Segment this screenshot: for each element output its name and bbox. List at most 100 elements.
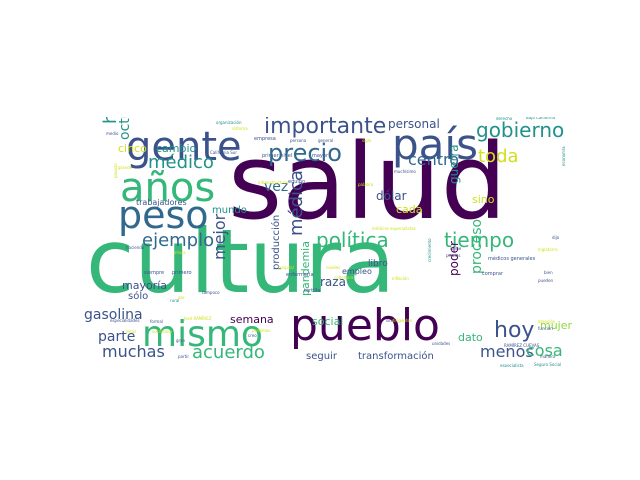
- cloud-word: cinco: [118, 142, 147, 155]
- cloud-word: precio: [268, 139, 342, 167]
- cloud-word: seguir: [306, 351, 337, 362]
- cloud-word: hospital: [278, 265, 294, 270]
- cloud-word: especialidades: [110, 318, 140, 323]
- cloud-word: octubre: [117, 117, 133, 140]
- cloud-word: producción: [271, 214, 282, 270]
- cloud-word: inflación: [392, 276, 409, 281]
- cloud-word: transformación: [358, 351, 434, 362]
- cloud-word: enfermería: [286, 272, 314, 278]
- cloud-word: precios: [446, 253, 461, 258]
- cloud-word: muchísimo: [394, 169, 416, 174]
- cloud-word: José RAMÍREZ: [184, 316, 212, 321]
- cloud-word: ahora: [174, 250, 186, 255]
- cloud-word: acuerdo: [192, 342, 265, 363]
- cloud-word: mismo: [142, 314, 263, 355]
- cloud-word: cambio: [156, 142, 197, 155]
- cloud-word: Inglaterra: [538, 247, 558, 252]
- cloud-word: manera: [540, 354, 556, 359]
- cloud-word: empresa: [254, 136, 276, 142]
- cloud-word: unidades: [432, 341, 451, 346]
- cloud-word: infraestructura: [258, 180, 288, 185]
- cloud-word: Seguro Social: [534, 362, 562, 367]
- cloud-word: siempre: [144, 270, 165, 276]
- cloud-word: médicos especialistas: [372, 226, 416, 231]
- cloud-word: sólo: [128, 291, 149, 302]
- cloud-word: libro: [368, 259, 388, 269]
- cloud-word: jesús: [126, 329, 137, 334]
- cloud-word: formal: [150, 319, 163, 324]
- cloud-word: semana: [230, 313, 274, 326]
- cloud-word: creo: [248, 333, 257, 338]
- cloud-word: podemos: [252, 328, 271, 333]
- cloud-word: proceso: [469, 218, 485, 274]
- cloud-word: función: [538, 326, 553, 331]
- cloud-word: especialista: [500, 363, 524, 368]
- cloud-word: gran: [176, 338, 186, 343]
- cloud-word: cosa: [526, 341, 563, 360]
- cloud-word: mejor: [210, 213, 229, 260]
- cloud-word: sido: [386, 318, 395, 323]
- cloud-word: atención: [538, 319, 556, 324]
- cloud-word: gobierno: [476, 118, 565, 142]
- cloud-word: Baja California: [526, 117, 556, 120]
- cloud-word: años: [120, 165, 216, 211]
- cloud-word: médico: [148, 152, 214, 173]
- cloud-word: tiempo: [444, 228, 515, 252]
- cloud-word: cultura: [86, 210, 395, 313]
- cloud-word: pueden: [538, 278, 554, 283]
- cloud-word: partir: [178, 354, 189, 359]
- cloud-word: haciendo: [126, 245, 145, 250]
- cloud-word: mundo: [212, 205, 247, 216]
- cloud-word: dar: [178, 295, 185, 300]
- cloud-word: carne: [450, 246, 462, 251]
- cloud-word: política: [316, 228, 389, 252]
- cloud-word: país: [392, 120, 478, 169]
- cloud-word: gente: [126, 124, 242, 170]
- cloud-word: grande: [118, 165, 133, 170]
- cloud-word: medio: [106, 131, 119, 136]
- cloud-word: tortilla: [304, 288, 321, 294]
- cloud-word: muchas: [102, 342, 165, 361]
- cloud-word: gasolina: [84, 307, 143, 323]
- cloud-word: cada: [396, 203, 423, 216]
- cloud-word: vez: [264, 179, 289, 195]
- cloud-word: dato: [458, 331, 483, 344]
- cloud-word: peso: [118, 193, 209, 237]
- cloud-word: pasado: [113, 163, 118, 178]
- cloud-word: centro: [408, 150, 460, 169]
- cloud-word: economía: [561, 146, 566, 166]
- cloud-word: niveles: [326, 265, 341, 270]
- cloud-word: millones: [571, 117, 578, 140]
- cloud-word: menos: [480, 342, 534, 361]
- cloud-word: raza: [320, 275, 346, 289]
- cloud-word: secretaría: [152, 329, 172, 334]
- cloud-word: persona: [290, 138, 307, 143]
- cloud-word: parte: [98, 329, 136, 345]
- cloud-word: primer nivel: [262, 153, 293, 159]
- cloud-word: mayoría: [122, 279, 168, 292]
- cloud-word: California Sur: [210, 150, 237, 155]
- cloud-word: derecho: [496, 117, 513, 121]
- cloud-word: importante: [264, 117, 387, 139]
- cloud-word: equipo: [288, 179, 306, 185]
- cloud-word: cobertura: [334, 275, 354, 280]
- cloud-word: comprar: [482, 271, 504, 277]
- cloud-word: sistema: [232, 126, 248, 131]
- cloud-word: pueblo: [290, 300, 440, 351]
- cloud-word: RAMÍREZ CUEVAS: [504, 343, 540, 348]
- cloud-word: tampoco: [202, 290, 220, 295]
- cloud-word: toda: [478, 146, 519, 167]
- cloud-word: dólar: [376, 189, 407, 203]
- cloud-word: organización: [216, 120, 242, 125]
- cloud-word: mujer: [540, 319, 573, 332]
- cloud-word: crecimiento: [427, 238, 432, 262]
- cloud-word: salud: [228, 121, 507, 243]
- cloud-word: bien: [544, 270, 553, 275]
- cloud-word: palabra: [358, 182, 374, 187]
- cloud-word: trabajadores: [136, 198, 187, 207]
- cloud-word: hoy: [494, 318, 535, 343]
- cloud-word: siglo: [362, 138, 372, 143]
- cloud-word: mayor: [312, 153, 329, 159]
- cloud-word: empleo: [342, 267, 372, 276]
